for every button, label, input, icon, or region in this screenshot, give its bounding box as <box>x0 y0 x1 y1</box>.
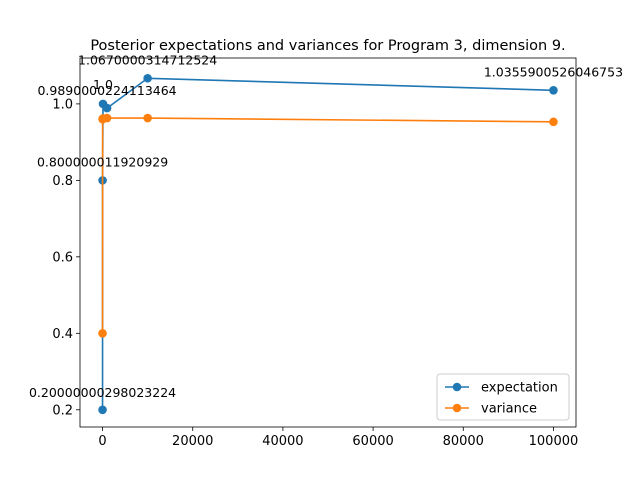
x-tick-label: 80000 <box>443 434 484 449</box>
legend-swatch-marker <box>452 382 462 392</box>
expectation-point <box>102 103 112 113</box>
data-label: 1.0355900526046753 <box>484 64 623 79</box>
expectation-point <box>143 73 152 83</box>
variance-point <box>102 113 112 123</box>
data-label: 1.0 <box>93 77 113 92</box>
x-tick-label: 0 <box>98 434 106 449</box>
x-axis: 0 20000 40000 60000 80000 100000 <box>98 427 578 449</box>
chart-title: Posterior expectations and variances for… <box>90 38 565 54</box>
legend-label: variance <box>481 402 537 417</box>
data-label: 0.9890000224113464 <box>37 83 176 98</box>
data-label: 0.20000000298023224 <box>29 385 176 400</box>
x-tick-label: 40000 <box>262 434 303 449</box>
y-tick-label: 0.8 <box>52 174 73 189</box>
plot-frame <box>79 57 577 428</box>
legend-swatch-marker <box>452 403 462 413</box>
series-layer <box>98 73 558 415</box>
x-tick-label: 20000 <box>172 434 213 449</box>
y-axis: 0.2 0.4 0.6 0.8 1.0 <box>52 97 80 418</box>
y-tick-label: 1.0 <box>52 97 73 112</box>
variance-point <box>143 113 152 123</box>
y-tick-label: 0.6 <box>52 250 73 265</box>
annotation-layer: 0.200000002980232240.8000000119209291.00… <box>29 52 623 400</box>
legend-box <box>436 373 570 421</box>
x-tick-label: 100000 <box>529 434 579 449</box>
variance-point <box>98 329 107 338</box>
y-tick-label: 0.2 <box>52 403 73 418</box>
expectation-point <box>98 405 107 415</box>
variance-point <box>549 117 558 127</box>
plot-area <box>79 57 577 428</box>
data-label: 0.800000011920929 <box>37 154 168 169</box>
legend: expectation variance <box>436 373 570 421</box>
x-tick-label: 60000 <box>352 434 393 449</box>
y-tick-label: 0.4 <box>52 327 73 342</box>
data-label: 1.0670000314712524 <box>78 52 217 67</box>
expectation-point <box>549 85 558 95</box>
legend-label: expectation <box>481 381 558 396</box>
